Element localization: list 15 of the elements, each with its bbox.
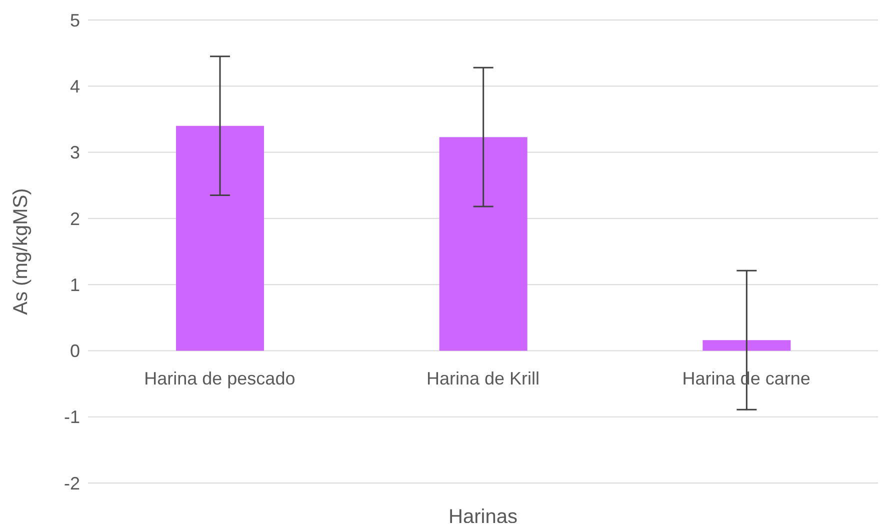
y-tick-label: 0 [70, 341, 80, 362]
bar [702, 340, 791, 351]
bar [439, 137, 528, 351]
bar [176, 126, 264, 351]
y-tick-label: 4 [70, 76, 80, 97]
y-tick-label: -1 [64, 407, 80, 428]
x-tick-label: Harina de pescado [144, 368, 296, 389]
y-tick-label: 5 [70, 10, 80, 30]
x-axis-title: Harinas [448, 506, 518, 528]
y-axis-title: As (mg/kgMS) [10, 188, 32, 315]
y-tick-label: 3 [70, 142, 80, 163]
y-tick-label: -2 [64, 473, 80, 494]
y-tick-label: 2 [70, 208, 80, 229]
y-tick-label: 1 [70, 274, 80, 295]
x-tick-label: Harina de Krill [426, 368, 540, 389]
